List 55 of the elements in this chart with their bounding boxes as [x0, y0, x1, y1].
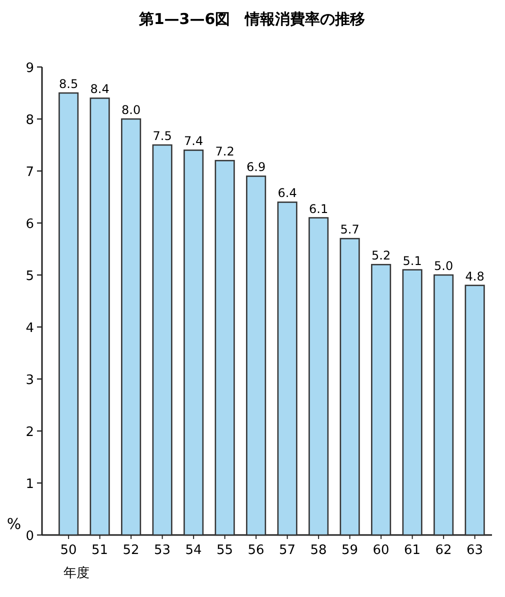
x-tick-label: 54: [185, 543, 202, 558]
bar: [277, 202, 298, 536]
y-tick-label: 5: [26, 269, 34, 284]
data-label: 7.2: [215, 144, 234, 159]
bar: [152, 144, 172, 536]
y-tick-label: 7: [26, 165, 34, 180]
x-tick-label: 59: [342, 543, 358, 558]
y-tick-label: 2: [26, 425, 34, 440]
x-tick-label: 58: [310, 543, 327, 558]
bar: [340, 238, 360, 536]
x-tick-label: 53: [154, 543, 171, 558]
chart-title: 第1—3—6図 情報消費率の推移: [138, 10, 366, 28]
y-tick-label: 6: [26, 217, 34, 232]
x-tick-label: 63: [466, 543, 484, 558]
bar: [58, 92, 79, 536]
data-label: 6.4: [278, 186, 297, 200]
x-tick-label: 57: [279, 543, 296, 558]
y-tick-label: 0: [26, 529, 34, 544]
bar: [90, 98, 110, 536]
y-axis-title: %: [6, 515, 22, 533]
bar: [214, 160, 235, 536]
x-tick-label: 55: [216, 543, 234, 558]
y-tick-label: 4: [26, 321, 34, 336]
data-label: 5.7: [340, 222, 360, 237]
data-label: 7.5: [152, 129, 172, 143]
bar: [371, 264, 392, 536]
x-tick-label: 56: [248, 543, 264, 558]
data-label: 8.4: [90, 82, 110, 96]
x-tick-label: 62: [435, 543, 452, 558]
data-label: 6.1: [309, 202, 328, 216]
bar: [464, 284, 485, 536]
y-tick-label: 8: [26, 113, 34, 128]
bar: [434, 274, 454, 536]
bar: [184, 150, 204, 536]
data-label: 7.4: [184, 134, 204, 148]
data-label: 5.1: [402, 254, 422, 268]
data-label: 8.5: [59, 77, 78, 91]
bar: [121, 118, 142, 536]
y-tick-label: 1: [26, 477, 34, 492]
x-tick-label: 51: [92, 543, 108, 558]
x-tick-label: 60: [372, 543, 390, 558]
bar: [246, 176, 266, 536]
bar: [402, 269, 422, 536]
y-tick-label: 3: [26, 373, 34, 388]
data-label: 5.0: [434, 259, 454, 273]
x-axis-title: 年度: [64, 565, 90, 581]
data-label: 6.9: [246, 160, 266, 174]
data-label: 5.2: [372, 248, 391, 263]
bar: [308, 217, 329, 536]
data-label: 4.8: [465, 269, 484, 284]
x-tick-label: 50: [60, 543, 77, 558]
x-tick-label: 52: [122, 543, 140, 558]
x-tick-label: 61: [404, 543, 421, 558]
y-tick-label: 9: [26, 61, 34, 76]
data-label: 8.0: [122, 103, 141, 117]
